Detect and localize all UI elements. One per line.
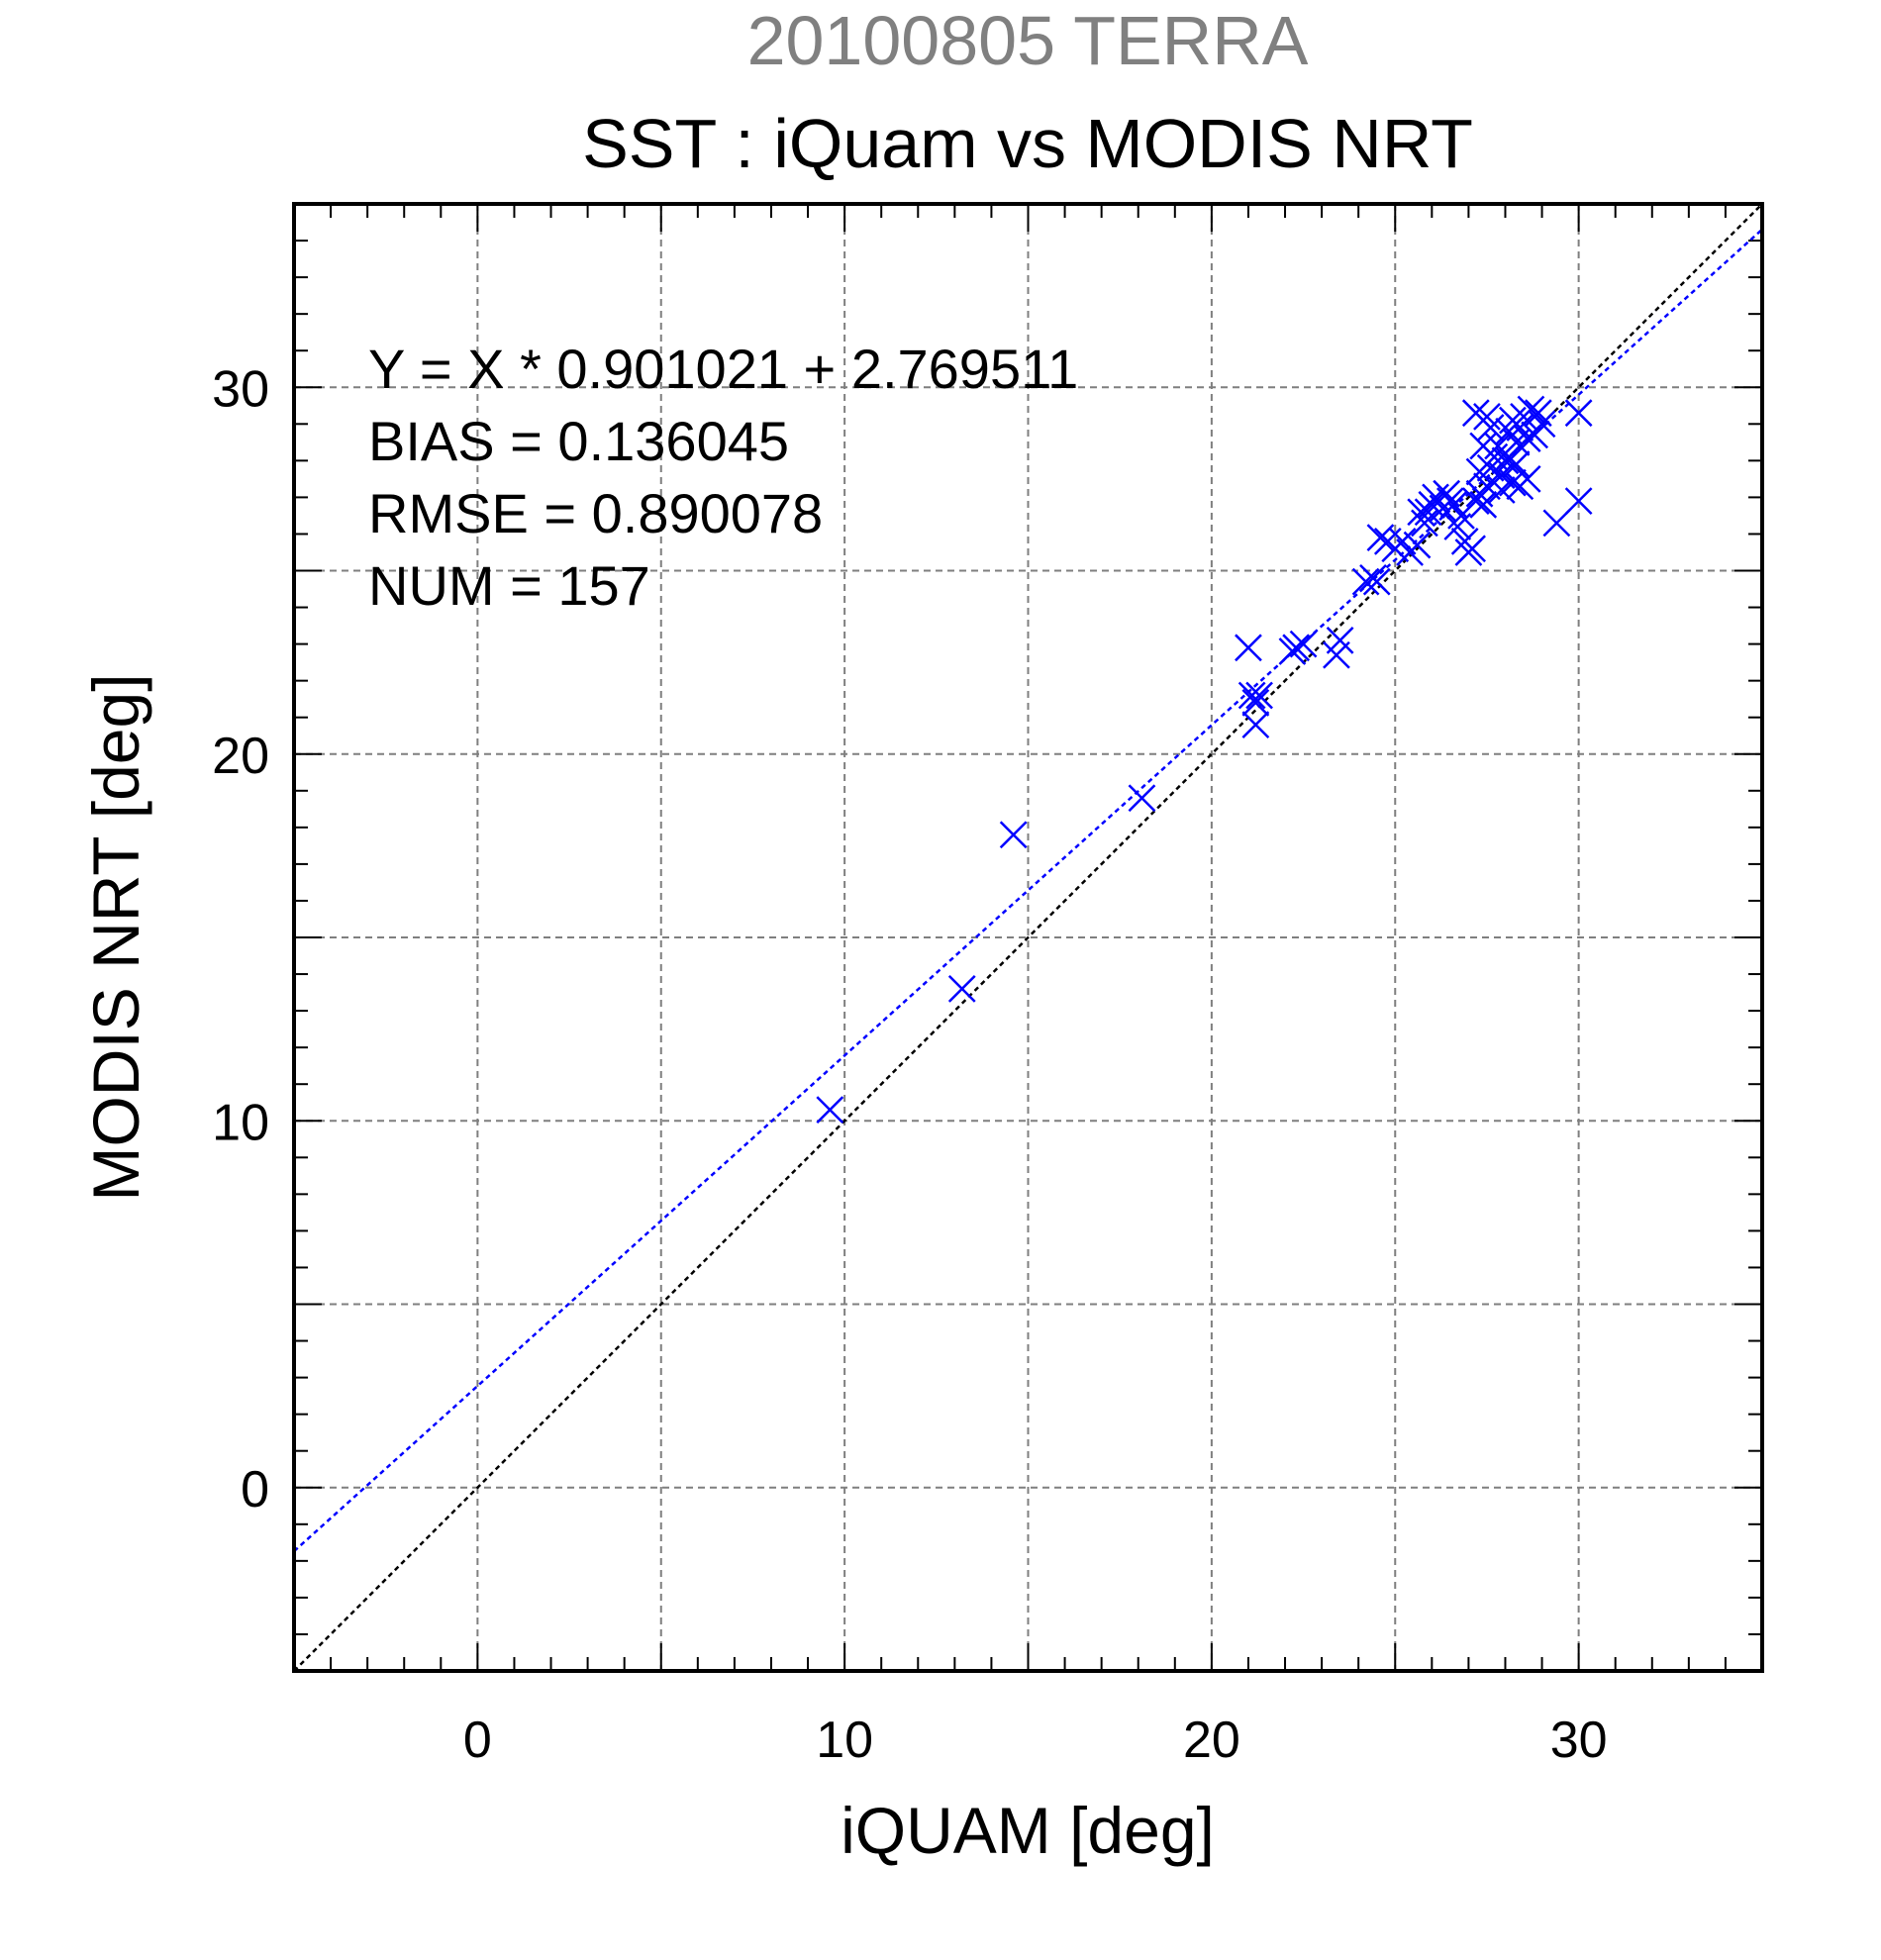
data-point-marker: [1469, 490, 1498, 519]
data-point-marker: [1517, 395, 1545, 424]
y-tick-label: 20: [212, 728, 269, 785]
data-point-marker: [1414, 498, 1442, 527]
data-point-marker: [1411, 509, 1438, 538]
data-point-marker: [1282, 634, 1311, 662]
data-point-marker: [1403, 531, 1432, 559]
data-point-marker: [1491, 446, 1520, 475]
data-point-marker: [1524, 399, 1552, 428]
num-stat: NUM = 157: [368, 554, 650, 617]
data-point-marker: [1542, 509, 1571, 538]
data-point-marker: [1564, 399, 1593, 428]
data-points: [816, 395, 1593, 1125]
data-point-marker: [1418, 490, 1446, 519]
y-axis-label: MODIS NRT [deg]: [79, 673, 152, 1201]
data-point-marker: [1564, 487, 1593, 515]
x-tick-label: 0: [463, 1712, 492, 1769]
x-tick-label: 10: [816, 1712, 873, 1769]
fit-equation: Y = X * 0.901021 + 2.769511: [368, 338, 1078, 400]
chart-title: SST : iQuam vs MODIS NRT: [582, 105, 1473, 182]
rmse-stat: RMSE = 0.890078: [368, 482, 823, 544]
data-point-marker: [1289, 630, 1318, 658]
data-point-marker: [999, 821, 1028, 849]
data-point-marker: [1241, 711, 1270, 738]
data-point-marker: [1528, 410, 1556, 439]
data-point-marker: [1502, 450, 1531, 478]
data-point-marker: [1245, 681, 1273, 710]
data-point-marker: [1473, 403, 1501, 431]
y-tick-label: 10: [212, 1094, 269, 1151]
y-tick-label: 30: [212, 360, 269, 418]
x-tick-label: 20: [1183, 1712, 1240, 1769]
grid: [294, 204, 1762, 1671]
data-point-marker: [1495, 446, 1524, 475]
plot-frame: [292, 202, 1764, 1673]
data-point-marker: [1351, 567, 1380, 596]
data-point-marker: [1436, 487, 1464, 515]
data-point-marker: [1238, 681, 1266, 710]
data-point-marker: [816, 1096, 844, 1125]
data-point-marker: [1326, 627, 1354, 654]
data-point-marker: [1469, 432, 1498, 460]
data-point-marker: [1458, 535, 1486, 563]
data-point-marker: [947, 974, 976, 1003]
chart-supertitle: 20100805 TERRA: [747, 2, 1309, 79]
tick-labels: 0 0 10 10 20 20 30 30: [212, 360, 1607, 1769]
data-point-marker: [1461, 487, 1490, 515]
data-point-marker: [1476, 414, 1505, 441]
y-tick-label: 0: [241, 1461, 269, 1519]
data-point-marker: [1235, 634, 1262, 662]
data-point-marker: [1241, 688, 1270, 717]
bias-stat: BIAS = 0.136045: [368, 410, 789, 472]
data-point-marker: [1128, 784, 1156, 813]
x-axis-label: iQUAM [deg]: [841, 1794, 1215, 1867]
x-tick-label: 30: [1550, 1712, 1608, 1769]
data-point-marker: [1443, 513, 1472, 540]
data-point-marker: [1362, 567, 1391, 596]
data-point-marker: [1465, 457, 1494, 486]
